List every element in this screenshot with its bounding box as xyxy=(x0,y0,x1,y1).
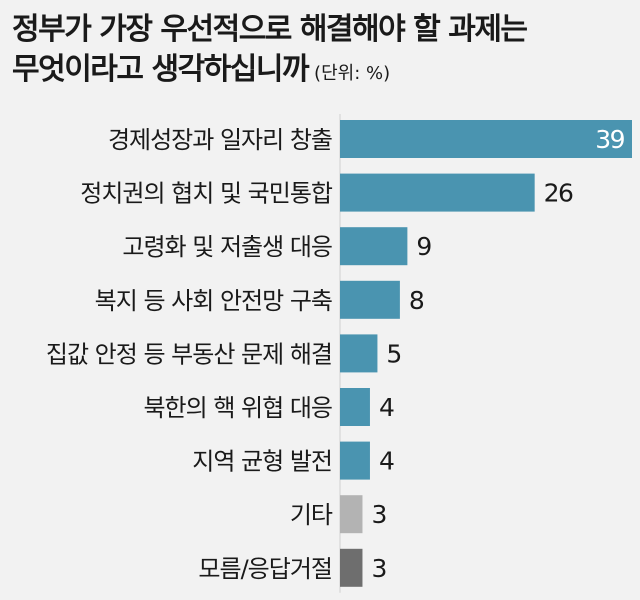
category-label: 경제성장과 일자리 창출 xyxy=(108,126,332,154)
category-label: 모름/응답거절 xyxy=(198,555,332,583)
value-label: 3 xyxy=(371,554,385,583)
title-line-2: 무엇이라고 생각하십니까 (단위: %) xyxy=(12,50,632,94)
title-line-1: 정부가 가장 우선적으로 해결해야 할 과제는 xyxy=(12,12,528,47)
category-label: 지역 균형 발전 xyxy=(192,448,332,476)
bar xyxy=(340,388,370,426)
category-label: 북한의 핵 위협 대응 xyxy=(143,394,332,422)
bar xyxy=(340,227,408,266)
bar xyxy=(340,120,632,158)
value-label: 26 xyxy=(544,179,573,208)
bar xyxy=(340,334,378,373)
bar xyxy=(340,173,535,212)
bar xyxy=(340,548,363,587)
bar xyxy=(340,495,363,534)
title-line-2-text: 무엇이라고 생각하십니까 xyxy=(12,52,310,87)
chart-title: 정부가 가장 우선적으로 해결해야 할 과제는 무엇이라고 생각하십니까 (단위:… xyxy=(12,10,632,94)
bar xyxy=(340,441,370,480)
value-label: 3 xyxy=(371,500,385,529)
value-label: 39 xyxy=(595,125,624,154)
category-label: 고령화 및 저출생 대응 xyxy=(122,233,332,261)
category-label: 복지 등 사회 안전망 구축 xyxy=(95,287,332,315)
value-label: 5 xyxy=(386,339,400,368)
value-label: 4 xyxy=(379,393,394,422)
category-label: 기타 xyxy=(290,501,333,529)
category-label: 정치권의 협치 및 국민통합 xyxy=(80,180,333,208)
value-label: 9 xyxy=(416,232,431,261)
category-label: 집값 안정 등 부동산 문제 해결 xyxy=(46,340,332,368)
value-label: 4 xyxy=(379,447,394,476)
unit-label: (단위: %) xyxy=(314,63,391,84)
value-label: 8 xyxy=(409,286,424,315)
bar xyxy=(340,280,400,319)
